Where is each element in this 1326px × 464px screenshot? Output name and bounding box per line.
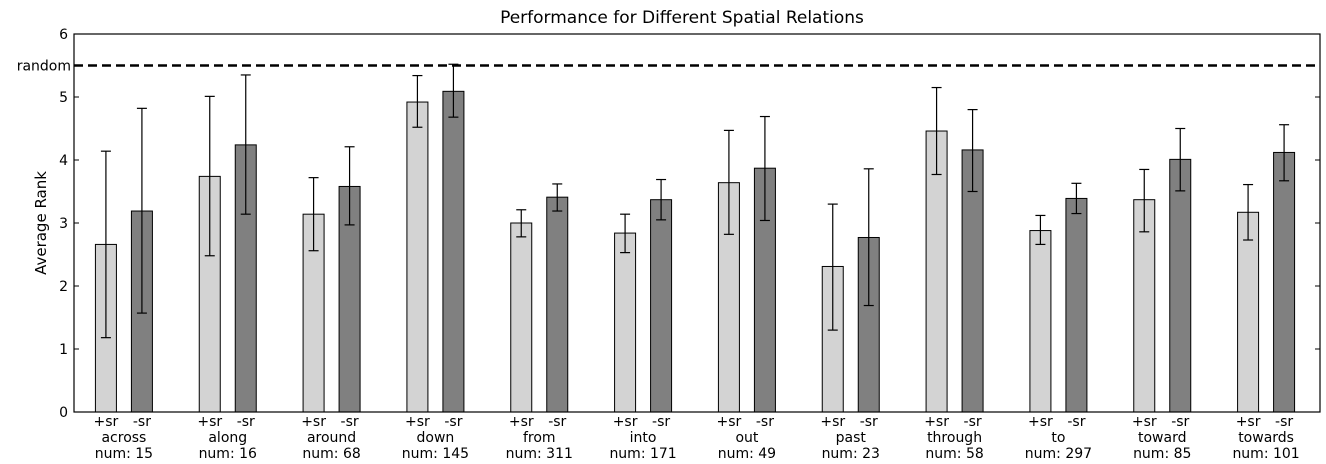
y-tick-label: 0	[59, 405, 68, 421]
bar-minus-sr	[650, 199, 673, 413]
bar-label: -sr	[548, 414, 566, 430]
bar-plus-sr	[1237, 211, 1260, 413]
category-count-label: num: 311	[506, 446, 573, 462]
bar-label: -sr	[964, 414, 982, 430]
y-axis-label: Average Rank	[32, 171, 50, 275]
category-label: from	[523, 430, 556, 446]
bar-label: +sr	[405, 414, 430, 430]
category-count-label: num: 15	[95, 446, 153, 462]
category-count-label: num: 16	[199, 446, 257, 462]
bar-label: +sr	[717, 414, 742, 430]
category-count-label: num: 85	[1133, 446, 1191, 462]
y-tick-label: 2	[59, 279, 68, 295]
category-label: through	[927, 430, 982, 446]
bar-label: +sr	[1028, 414, 1053, 430]
bar-label: +sr	[301, 414, 326, 430]
bar-label: +sr	[613, 414, 638, 430]
bar-minus-sr	[546, 196, 569, 413]
plot-frame	[73, 33, 1321, 413]
bar-minus-sr	[1273, 151, 1296, 413]
bar-minus-sr	[1169, 158, 1192, 413]
category-label: toward	[1138, 430, 1186, 446]
chart-title: Performance for Different Spatial Relati…	[500, 8, 864, 28]
category-label: around	[307, 430, 356, 446]
category-count-label: num: 145	[402, 446, 469, 462]
y-tick-label: 1	[59, 342, 68, 358]
bar-label: -sr	[1275, 414, 1293, 430]
category-count-label: num: 171	[609, 446, 676, 462]
bar-minus-sr	[442, 90, 465, 413]
bar-label: -sr	[444, 414, 462, 430]
category-label: past	[836, 430, 867, 446]
category-count-label: num: 297	[1025, 446, 1092, 462]
category-count-label: num: 58	[925, 446, 983, 462]
bar-plus-sr	[1029, 230, 1052, 413]
category-label: along	[208, 430, 247, 446]
bar-label: -sr	[1067, 414, 1085, 430]
category-label: into	[630, 430, 657, 446]
category-label: to	[1051, 430, 1065, 446]
bar-label: -sr	[133, 414, 151, 430]
bar-label: -sr	[756, 414, 774, 430]
category-count-label: num: 23	[822, 446, 880, 462]
bar-plus-sr	[510, 222, 533, 413]
bar-label: -sr	[237, 414, 255, 430]
bar-plus-sr	[406, 101, 429, 413]
bar-label: +sr	[1236, 414, 1261, 430]
bar-label: +sr	[509, 414, 534, 430]
category-label: towards	[1238, 430, 1294, 446]
category-count-label: num: 68	[302, 446, 360, 462]
y-tick-label: 4	[59, 153, 68, 169]
bar-label: -sr	[341, 414, 359, 430]
category-count-label: num: 101	[1232, 446, 1299, 462]
bar-label: -sr	[860, 414, 878, 430]
y-tick-label: 6	[59, 27, 68, 43]
category-count-label: num: 49	[718, 446, 776, 462]
bar-label: +sr	[197, 414, 222, 430]
random-reference-label: random	[17, 59, 71, 75]
bar-label: +sr	[1132, 414, 1157, 430]
bar-label: -sr	[652, 414, 670, 430]
category-label: across	[101, 430, 146, 446]
bar-label: +sr	[924, 414, 949, 430]
bar-label: +sr	[94, 414, 119, 430]
y-tick-label: 5	[59, 90, 68, 106]
bar-label: +sr	[820, 414, 845, 430]
y-tick-label: 3	[59, 216, 68, 232]
category-label: out	[735, 430, 758, 446]
bar-plus-sr	[614, 232, 637, 413]
bar-minus-sr	[1065, 197, 1088, 413]
category-label: down	[417, 430, 455, 446]
bar-label: -sr	[1171, 414, 1189, 430]
